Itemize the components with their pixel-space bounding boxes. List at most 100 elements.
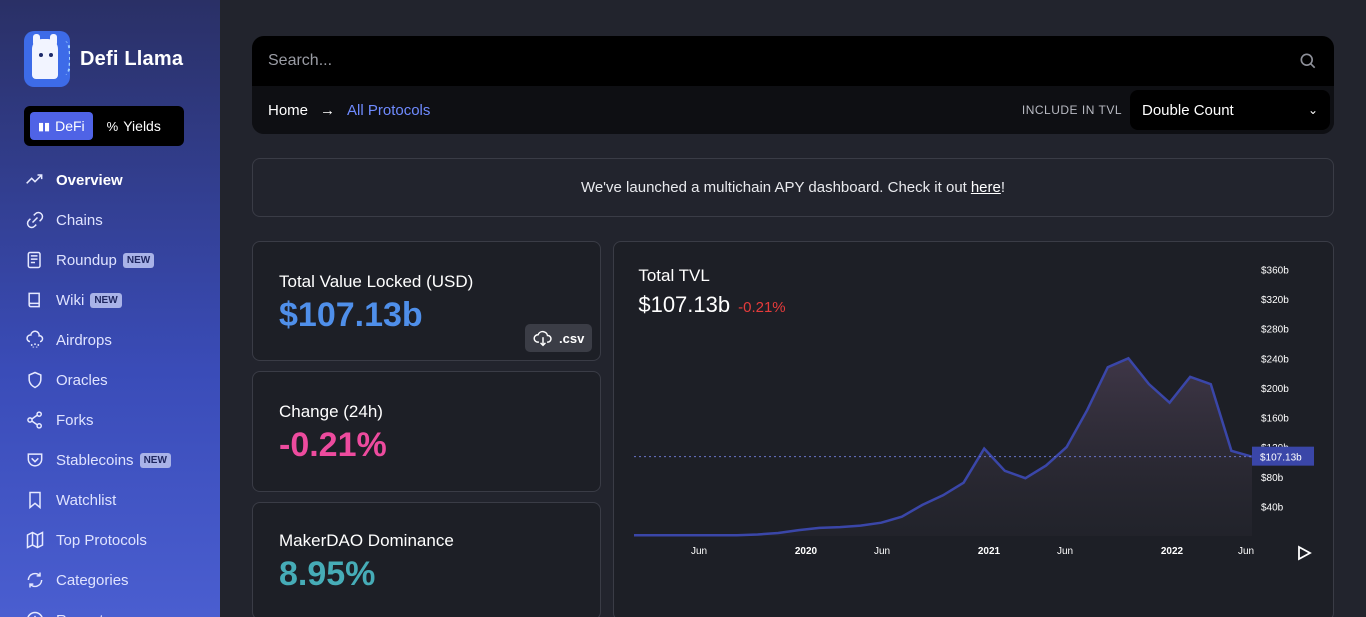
header-panel: Home → All Protocols INCLUDE IN TVL Doub… (252, 36, 1334, 134)
llama-logo-icon (24, 31, 70, 87)
defi-toggle-label: DeFi (55, 118, 85, 134)
sidebar: Defi Llama ▮▮ DeFi % Yields Overview Chai… (0, 0, 220, 617)
chart-title: Total TVL (638, 266, 710, 285)
new-badge: NEW (90, 292, 122, 308)
x-tick-label: 2020 (795, 546, 818, 557)
announcement-link[interactable]: here (970, 179, 1001, 196)
new-badge: NEW (139, 452, 171, 468)
current-value-tag-label: $107.13b (1260, 453, 1302, 464)
tvl-card: Total Value Locked (USD) $107.13b .csv (252, 241, 602, 361)
stats-and-chart: Total Value Locked (USD) $107.13b .csv C… (252, 241, 1334, 617)
chart-value-text: $107.13b (638, 292, 731, 317)
tvl-line (634, 356, 1253, 537)
bar-chart-icon: ▮▮ (38, 120, 51, 133)
sidebar-item-stablecoins[interactable]: Stablecoins NEW (24, 440, 196, 480)
breadcrumb-row: Home → All Protocols INCLUDE IN TVL Doub… (252, 86, 1334, 134)
chevron-down-icon: ⌄ (1307, 103, 1318, 117)
breadcrumb-home[interactable]: Home (268, 101, 309, 119)
sidebar-item-overview[interactable]: Overview (24, 160, 196, 200)
tvl-select-value: Double Count (1142, 101, 1234, 119)
dominance-card: MakerDAO Dominance 8.95% (252, 502, 602, 617)
yields-toggle[interactable]: % Yields (99, 112, 169, 140)
sidebar-item-label: Wiki (56, 291, 85, 309)
trend-up-icon (24, 169, 46, 191)
sidebar-item-label: Airdrops (56, 331, 112, 349)
sidebar-item-label: Stablecoins (56, 451, 134, 469)
bookmark-icon (24, 489, 46, 511)
x-tick-label: Jun (691, 546, 707, 557)
play-icon[interactable] (1295, 544, 1313, 562)
current-value-tag (1252, 446, 1315, 466)
yields-toggle-label: Yields (123, 118, 161, 134)
share-icon (24, 409, 46, 431)
sidebar-item-recent[interactable]: Recent (24, 600, 196, 617)
dominance-title: MakerDAO Dominance (279, 531, 454, 550)
sidebar-item-oracles[interactable]: Oracles (24, 360, 196, 400)
x-tick-label: 2021 (978, 546, 1001, 557)
search-input[interactable] (268, 52, 1298, 70)
tvl-title: Total Value Locked (USD) (279, 272, 474, 291)
sidebar-item-top-protocols[interactable]: Top Protocols (24, 520, 196, 560)
sidebar-item-watchlist[interactable]: Watchlist (24, 480, 196, 520)
y-tick-label: $280b (1261, 325, 1289, 336)
sidebar-item-label: Forks (56, 411, 94, 429)
sidebar-nav: Overview Chains Roundup NEW Wiki NEW Airdrops O… (24, 160, 196, 617)
dominance-value: 8.95% (279, 555, 376, 593)
stat-cards: Total Value Locked (USD) $107.13b .csv C… (252, 241, 602, 617)
y-tick-label: $200b (1261, 384, 1289, 395)
main-content: Home → All Protocols INCLUDE IN TVL Doub… (252, 36, 1334, 617)
clock-icon (24, 609, 46, 617)
download-csv-button[interactable]: .csv (525, 324, 593, 352)
arrow-right-icon: → (320, 101, 336, 119)
link-icon (24, 209, 46, 231)
sidebar-item-chains[interactable]: Chains (24, 200, 196, 240)
breadcrumb-current[interactable]: All Protocols (347, 101, 431, 119)
change-title: Change (24h) (279, 402, 383, 421)
x-tick-label: Jun (1238, 546, 1254, 557)
refresh-icon (24, 569, 46, 591)
change-card: Change (24h) -0.21% (252, 371, 602, 492)
newspaper-icon (24, 249, 46, 271)
sidebar-item-label: Roundup (56, 251, 117, 269)
cloud-drizzle-icon (24, 329, 46, 351)
announcement-text: We've launched a multichain APY dashboar… (580, 179, 967, 196)
cloud-download-icon (533, 330, 552, 347)
csv-label: .csv (559, 330, 585, 346)
tvl-chart[interactable]: $40b$80b$120b$160b$200b$240b$280b$320b$3… (614, 242, 1334, 617)
chart-change: -0.21% (738, 299, 786, 316)
sidebar-item-roundup[interactable]: Roundup NEW (24, 240, 196, 280)
x-tick-label: Jun (1057, 546, 1073, 557)
sidebar-item-label: Categories (56, 571, 129, 589)
y-tick-label: $320b (1261, 295, 1289, 306)
sidebar-item-label: Top Protocols (56, 531, 147, 549)
tvl-value: $107.13b (279, 296, 423, 334)
y-tick-label: $240b (1261, 354, 1289, 365)
sidebar-item-wiki[interactable]: Wiki NEW (24, 280, 196, 320)
sidebar-item-label: Recent (56, 612, 104, 617)
y-tick-label: $80b (1261, 473, 1284, 484)
brand[interactable]: Defi Llama (24, 30, 196, 88)
tvl-select[interactable]: Double Count ⌄ (1130, 90, 1330, 130)
x-tick-label: Jun (874, 546, 890, 557)
include-in-tvl-label: INCLUDE IN TVL (1021, 103, 1122, 117)
defi-toggle[interactable]: ▮▮ DeFi (30, 112, 93, 140)
change-value: -0.21% (279, 426, 387, 464)
map-icon (24, 529, 46, 551)
sidebar-item-label: Overview (56, 171, 123, 189)
tvl-chart-card: $40b$80b$120b$160b$200b$240b$280b$320b$3… (613, 241, 1334, 617)
x-tick-label: 2022 (1161, 546, 1184, 557)
announcement-banner: We've launched a multichain APY dashboar… (252, 158, 1334, 217)
search-icon[interactable] (1298, 51, 1318, 71)
sidebar-item-label: Watchlist (56, 491, 117, 509)
sidebar-item-airdrops[interactable]: Airdrops (24, 320, 196, 360)
sidebar-item-forks[interactable]: Forks (24, 400, 196, 440)
shield-icon (24, 369, 46, 391)
defi-yields-switch: ▮▮ DeFi % Yields (24, 106, 184, 146)
brand-name: Defi Llama (80, 47, 184, 70)
new-badge: NEW (122, 252, 155, 268)
sidebar-item-label: Oracles (56, 371, 108, 389)
sidebar-item-categories[interactable]: Categories (24, 560, 196, 600)
y-tick-label: $160b (1261, 414, 1289, 425)
pocket-icon (24, 449, 46, 471)
announcement-suffix: ! (1000, 179, 1006, 196)
